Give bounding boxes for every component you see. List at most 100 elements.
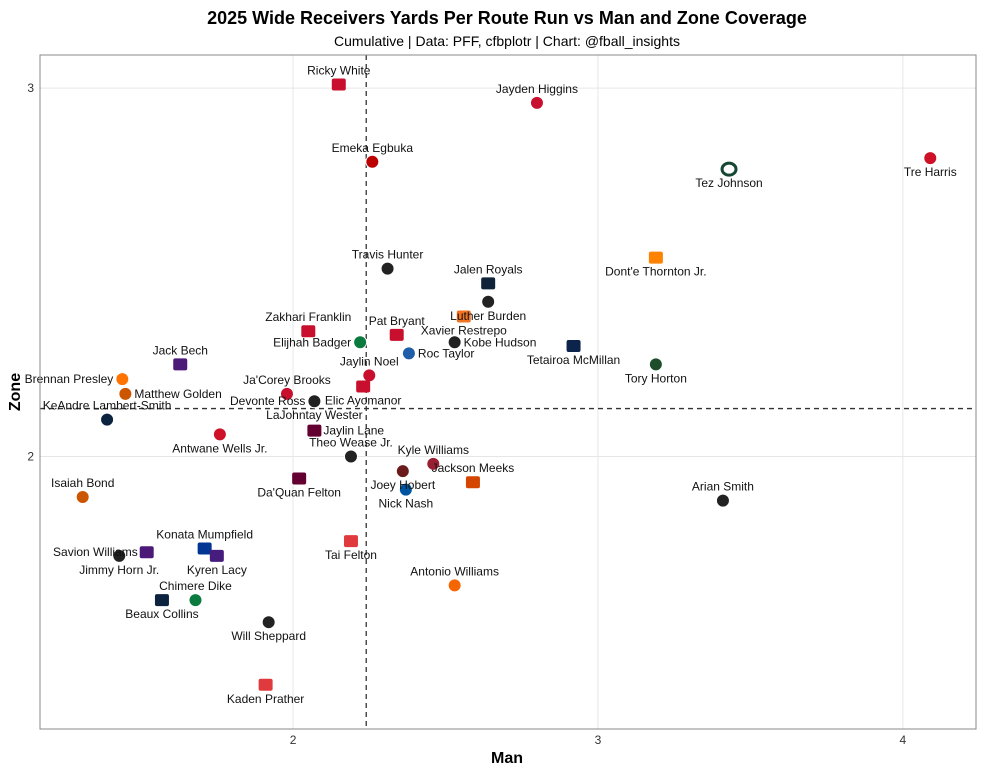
data-point xyxy=(481,277,496,290)
point-label: Nick Nash xyxy=(379,497,434,511)
point-label: Travis Hunter xyxy=(352,248,424,262)
data-point xyxy=(188,593,203,608)
data-point xyxy=(307,424,322,437)
point-label: Konata Mumpfield xyxy=(156,528,253,542)
data-point xyxy=(923,151,938,166)
data-point xyxy=(456,310,471,323)
point-label: Joey Hobert xyxy=(370,478,435,492)
point-label: Tez Johnson xyxy=(695,176,762,190)
data-point xyxy=(197,542,212,555)
data-point xyxy=(258,678,273,691)
point-label: Kyren Lacy xyxy=(187,563,247,577)
chart-subtitle: Cumulative | Data: PFF, cfbplotr | Chart… xyxy=(334,33,680,49)
point-label: Ricky White xyxy=(307,63,371,77)
point-label: Will Sheppard xyxy=(231,629,306,643)
point-label: Antwane Wells Jr. xyxy=(172,441,267,455)
data-point xyxy=(75,489,90,504)
data-point xyxy=(529,95,544,110)
point-label: LaJohntay Wester xyxy=(266,408,363,422)
data-point xyxy=(389,328,404,341)
data-point xyxy=(343,535,358,548)
point-label: Jalen Royals xyxy=(454,262,523,276)
point-label: Zakhari Franklin xyxy=(265,310,351,324)
x-axis-title: Man xyxy=(491,750,523,767)
data-point xyxy=(465,476,480,489)
data-point xyxy=(380,261,395,276)
data-point xyxy=(648,251,663,264)
point-label: Matthew Golden xyxy=(134,387,221,401)
point-label: Jack Bech xyxy=(153,343,208,357)
data-point xyxy=(481,294,496,309)
data-point xyxy=(115,372,130,387)
point-label: Jimmy Horn Jr. xyxy=(79,563,159,577)
point-label: Pat Bryant xyxy=(369,314,426,328)
point-label: Da'Quan Felton xyxy=(257,486,341,500)
point-label: Kyle Williams xyxy=(398,443,469,457)
data-point xyxy=(362,368,377,383)
data-point xyxy=(301,325,316,338)
data-point xyxy=(307,394,322,409)
data-point xyxy=(100,412,115,427)
y-axis-title: Zone xyxy=(7,373,24,411)
plot-border xyxy=(39,54,977,730)
point-label: Brennan Presley xyxy=(25,372,114,386)
axis-ticks: 2 3 4 2 3 xyxy=(27,81,906,747)
data-point xyxy=(395,464,410,479)
point-label: Isaiah Bond xyxy=(51,476,114,490)
data-point xyxy=(447,578,462,593)
data-point xyxy=(648,357,663,372)
data-point xyxy=(279,386,294,401)
chart-title: 2025 Wide Receivers Yards Per Route Run … xyxy=(207,8,807,28)
data-point xyxy=(356,380,371,393)
data-point xyxy=(209,549,224,562)
point-label: Jaylin Lane xyxy=(323,424,384,438)
point-label: Roc Taylor xyxy=(418,346,474,360)
point-label: Xavier Restrepo xyxy=(421,323,507,337)
data-point xyxy=(343,449,358,464)
data-point xyxy=(261,615,276,630)
data-point xyxy=(720,161,738,177)
point-label: Devonte Ross xyxy=(230,394,305,408)
data-point xyxy=(353,335,368,350)
point-label: Chimere Dike xyxy=(159,579,232,593)
data-point xyxy=(331,78,346,91)
data-point xyxy=(365,154,380,169)
point-label: Luther Burden xyxy=(450,309,526,323)
data-point xyxy=(154,594,169,607)
data-point xyxy=(426,456,441,471)
data-point xyxy=(212,427,227,442)
point-label: KeAndre Lambert-Smith xyxy=(43,399,172,413)
data-points xyxy=(75,78,938,691)
data-point xyxy=(715,493,730,508)
data-point xyxy=(118,386,133,401)
grid-lines xyxy=(40,55,976,729)
point-label: Kobe Hudson xyxy=(464,335,537,349)
point-label: Elijhah Badger xyxy=(273,335,351,349)
point-labels: Ricky White Jayden Higgins Emeka Egbuka Tre… xyxy=(25,63,957,705)
point-label: Tre Harris xyxy=(904,165,957,179)
data-point xyxy=(566,339,581,352)
point-label: Tory Horton xyxy=(625,371,687,385)
point-label: Jayden Higgins xyxy=(496,82,578,96)
point-label: Elic Ayomanor xyxy=(325,393,401,407)
point-label: Dont'e Thornton Jr. xyxy=(605,265,706,279)
x-tick-label: 2 xyxy=(290,733,297,747)
point-label: Tetairoa McMillan xyxy=(527,353,620,367)
data-point xyxy=(401,346,416,361)
data-point xyxy=(173,358,188,371)
data-point xyxy=(292,472,307,485)
point-label: Ja'Corey Brooks xyxy=(243,373,331,387)
point-label: Emeka Egbuka xyxy=(332,141,414,155)
point-label: Kaden Prather xyxy=(227,692,304,706)
data-point xyxy=(139,546,154,559)
point-label: Savion Williams xyxy=(53,545,138,559)
point-label: Antonio Williams xyxy=(410,564,499,578)
data-point xyxy=(398,482,413,497)
point-label: Jackson Meeks xyxy=(432,461,515,475)
data-point xyxy=(112,548,127,563)
data-point xyxy=(447,335,462,350)
x-tick-label: 4 xyxy=(899,733,906,747)
point-label: Theo Wease Jr. xyxy=(309,435,393,449)
point-label: Jaylin Noel xyxy=(340,354,399,368)
